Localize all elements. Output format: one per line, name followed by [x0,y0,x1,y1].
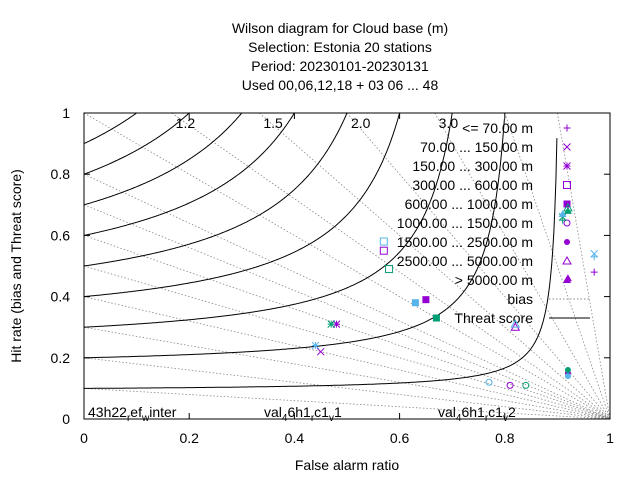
x-tick-label: 0.4 [285,430,305,446]
plot-frame [83,112,611,420]
data-point [311,341,320,350]
data-points [311,202,599,389]
bias-line [504,113,610,419]
bias-line [557,113,610,419]
chart-title: Wilson diagram for Cloud base (m) Selecti… [232,20,448,93]
legend-label: > 5000.00 m [455,272,533,288]
threat-score-curve [84,113,295,236]
axis-ticks: 0 0.2 0.4 0.6 0.8 1 0 0.2 0.4 0.6 0.8 1 [51,105,615,446]
threat-score-curve [84,113,138,145]
threat-score-curve [84,113,348,267]
y-tick-label: 0.6 [51,227,71,243]
x-tick-label: 0.2 [179,430,199,446]
data-point [559,216,567,224]
bias-label: 3.0 [439,115,459,131]
legend-label: <= 70.00 m [462,120,533,136]
series-label: 43h22_ref_winter43h22refwinter [88,404,177,424]
x-axis-label: False alarm ratio [295,457,399,473]
bias-line [84,204,610,419]
data-point [379,237,388,246]
legend-label: 1000.00 ... 1500.00 m [397,215,533,231]
data-point [590,249,599,258]
plot-border [83,112,611,420]
bias-label: 1.5 [263,115,283,131]
x-tick-label: 0.8 [495,430,515,446]
data-point [558,209,567,217]
y-tick-label: 0.8 [51,166,71,182]
y-tick-label: 0.4 [51,289,71,305]
data-point [332,320,341,328]
legend-swatch [563,143,571,151]
legend-label: 300.00 ... 600.00 m [412,177,533,193]
series-label: val_46h1_rc1_v2 val46h1rc1v2 [438,404,516,424]
threat-score-curve [84,113,453,328]
bias-line [434,113,610,419]
bias-line [84,357,610,419]
data-point [564,367,571,374]
title-line: Used 00,06,12,18 + 03 06 ... 48 [242,77,439,93]
data-point [422,296,430,304]
data-point [316,347,325,356]
legend-swatch [563,200,571,208]
title-line: Selection: Estonia 20 stations [248,39,432,55]
y-tick-label: 1 [62,105,70,121]
threat-score-curve [84,113,190,175]
legend-swatch [562,255,572,265]
data-point [563,206,572,214]
threat-score-curve [84,113,401,298]
title-line: Wilson diagram for Cloud base (m) [232,20,448,36]
data-point [563,274,572,282]
axis-labels: False alarm ratio Hit rate (bias and Thre… [8,169,399,473]
data-point [485,378,493,386]
bias-line [84,296,610,419]
data-point [564,373,571,380]
data-point [522,381,530,389]
data-point [411,299,419,307]
title-line: Period: 20230101-20230131 [251,58,429,74]
y-tick-label: 0 [62,411,70,427]
bias-label: 1.2 [176,115,196,131]
data-point [432,314,440,322]
data-point [590,268,598,276]
legend-label: 70.00 ... 150.00 m [420,139,533,155]
y-tick-label: 0.2 [51,350,71,366]
bias-label: 2.0 [351,115,371,131]
x-tick-label: 1 [606,430,614,446]
data-point [327,320,336,328]
legend-label: 2500.00 ... 5000.00 m [397,253,533,269]
legend-swatch [563,181,571,189]
legend-swatch [563,219,571,227]
legend-swatch [563,124,571,132]
x-tick-label: 0.6 [390,430,410,446]
legend-swatch [564,239,570,245]
legend-label: Threat score [454,310,533,326]
threat-score-curve [84,113,243,206]
legend-label: bias [507,291,533,307]
data-point [506,381,514,389]
y-axis-label: Hit rate (bias and Threat score) [8,169,24,363]
threat-score-curve [84,138,558,389]
legend-swatch [563,162,571,170]
legend-label: 1500.00 ... 2500.00 m [397,234,533,250]
data-point [379,246,388,255]
legend: <= 70.00 m 70.00 ... 150.00 m 150.00 ... 3… [397,120,590,326]
data-point [510,319,521,328]
legend-label: 600.00 ... 1000.00 m [405,196,533,212]
bias-line [84,388,610,419]
bias-labels: 1.2 1.5 2.0 3.0 [176,115,459,131]
data-point [385,265,394,274]
x-tick-label: 0 [80,430,88,446]
legend-label: 150.00 ... 300.00 m [412,158,533,174]
isolines [84,113,610,419]
series-labels: 43h22_ref_winter43h22refwinter val_46h1_r… [88,404,516,424]
series-label: val_46h1_rc1_v1 val46h1rc1v1 [264,404,342,424]
bias-line [84,326,610,419]
bias-line [84,173,610,419]
data-point [590,253,598,261]
